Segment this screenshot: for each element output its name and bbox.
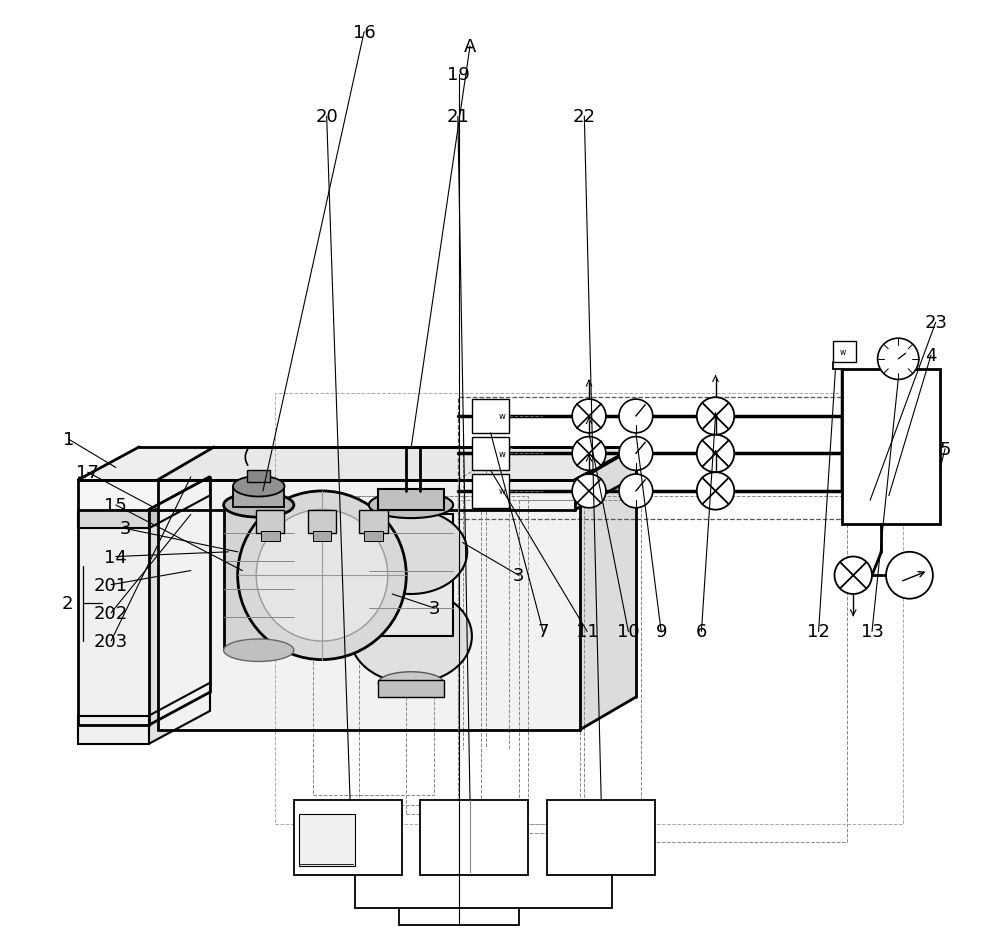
Bar xyxy=(275,393,903,824)
Bar xyxy=(369,515,453,636)
Ellipse shape xyxy=(224,639,294,662)
Text: 9: 9 xyxy=(655,622,667,641)
Circle shape xyxy=(619,400,653,433)
Polygon shape xyxy=(224,505,294,651)
Bar xyxy=(256,510,284,534)
Bar xyxy=(406,496,528,814)
Text: w: w xyxy=(498,449,505,459)
Bar xyxy=(224,505,294,651)
Bar xyxy=(364,532,383,541)
Circle shape xyxy=(835,557,872,594)
Circle shape xyxy=(572,437,606,471)
Ellipse shape xyxy=(355,510,467,594)
Text: 17: 17 xyxy=(76,463,99,482)
Bar xyxy=(313,532,331,541)
Text: 203: 203 xyxy=(94,632,128,651)
Polygon shape xyxy=(78,447,636,480)
Polygon shape xyxy=(158,480,580,730)
Text: 202: 202 xyxy=(94,604,128,622)
Bar xyxy=(378,490,444,510)
Text: w: w xyxy=(498,412,505,421)
Text: 11: 11 xyxy=(576,622,599,641)
Ellipse shape xyxy=(233,476,284,497)
Text: 6: 6 xyxy=(696,622,707,641)
Polygon shape xyxy=(78,716,149,744)
Circle shape xyxy=(619,437,653,471)
Bar xyxy=(308,510,336,534)
Text: 2: 2 xyxy=(61,594,73,613)
Polygon shape xyxy=(369,515,453,636)
Text: 16: 16 xyxy=(353,23,376,42)
Text: 5: 5 xyxy=(939,440,951,459)
Text: 12: 12 xyxy=(807,622,830,641)
Text: 20: 20 xyxy=(315,108,338,126)
Text: 3: 3 xyxy=(513,566,524,585)
Bar xyxy=(472,400,509,433)
Text: 14: 14 xyxy=(104,548,127,566)
Text: 1: 1 xyxy=(63,431,75,449)
Ellipse shape xyxy=(378,672,444,695)
Bar xyxy=(458,501,580,824)
Circle shape xyxy=(697,435,734,473)
Bar xyxy=(472,437,509,471)
Text: 23: 23 xyxy=(924,314,947,332)
Text: 21: 21 xyxy=(446,108,469,126)
Text: w: w xyxy=(840,347,846,357)
Polygon shape xyxy=(580,447,636,730)
Ellipse shape xyxy=(350,590,472,683)
Text: 10: 10 xyxy=(617,622,640,641)
Text: 7: 7 xyxy=(537,622,549,641)
Text: 4: 4 xyxy=(925,346,937,365)
Bar xyxy=(584,496,847,842)
Text: 3: 3 xyxy=(119,519,131,538)
Circle shape xyxy=(697,473,734,510)
Circle shape xyxy=(697,398,734,435)
Bar xyxy=(547,800,655,875)
Circle shape xyxy=(878,339,919,380)
Text: w: w xyxy=(498,487,505,496)
Bar xyxy=(833,342,856,362)
Polygon shape xyxy=(158,447,636,480)
Bar xyxy=(842,370,940,524)
Bar xyxy=(519,501,641,833)
Polygon shape xyxy=(149,477,210,529)
Polygon shape xyxy=(78,510,149,725)
Bar xyxy=(233,487,284,507)
Circle shape xyxy=(238,491,406,660)
Ellipse shape xyxy=(224,493,294,518)
Bar xyxy=(472,475,509,508)
Polygon shape xyxy=(575,447,636,510)
Text: 19: 19 xyxy=(447,66,470,84)
Bar xyxy=(420,800,528,875)
Polygon shape xyxy=(78,510,149,529)
Text: 201: 201 xyxy=(94,576,128,594)
Bar xyxy=(294,800,402,875)
Circle shape xyxy=(256,510,388,641)
Bar xyxy=(378,680,444,697)
Text: 15: 15 xyxy=(104,496,127,515)
Circle shape xyxy=(619,475,653,508)
Polygon shape xyxy=(149,477,210,725)
Text: 13: 13 xyxy=(861,622,883,641)
Text: A: A xyxy=(464,37,476,56)
Bar xyxy=(458,398,847,519)
Circle shape xyxy=(572,400,606,433)
Bar xyxy=(359,496,481,805)
Text: 22: 22 xyxy=(573,108,596,126)
Bar xyxy=(247,471,270,482)
Bar xyxy=(299,814,355,866)
Bar xyxy=(313,496,434,796)
Text: 3: 3 xyxy=(429,599,440,618)
Ellipse shape xyxy=(369,492,453,519)
Circle shape xyxy=(572,475,606,508)
Polygon shape xyxy=(78,480,575,510)
Bar xyxy=(261,532,280,541)
Circle shape xyxy=(886,552,933,599)
Polygon shape xyxy=(149,683,210,744)
Bar xyxy=(359,510,388,534)
